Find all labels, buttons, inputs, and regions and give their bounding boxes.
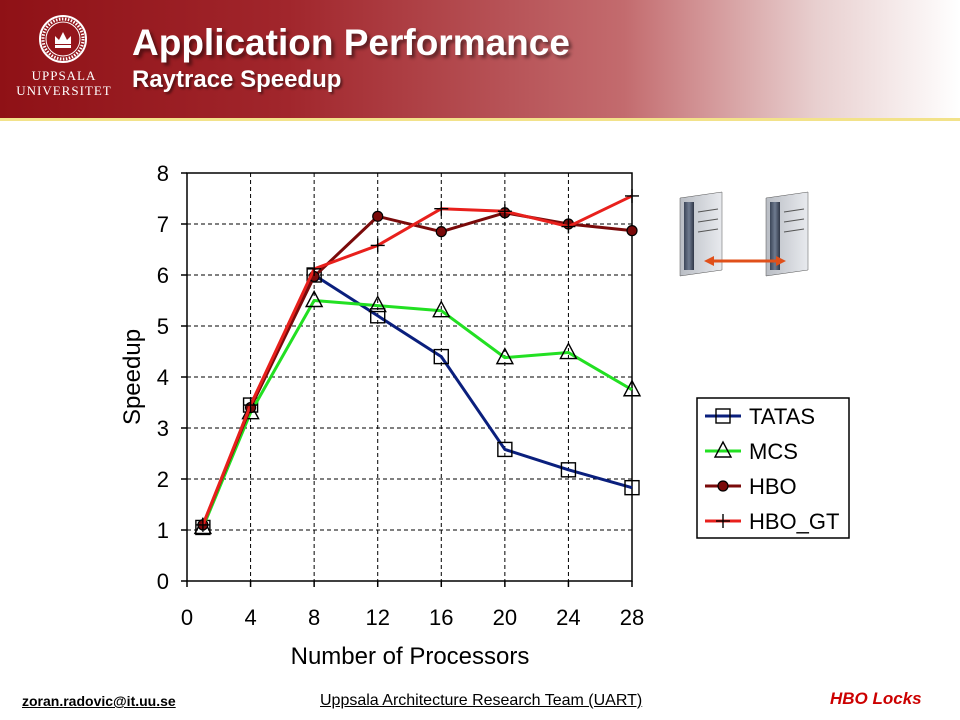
data-point-hbo-gt [497, 204, 512, 219]
data-point-hbo [372, 210, 384, 222]
x-tick-label: 0 [181, 605, 193, 630]
y-tick-label: 4 [157, 365, 169, 390]
series-line-tatas [201, 273, 633, 528]
x-tick-label: 8 [308, 605, 320, 630]
legend-label: HBO_GT [749, 509, 839, 534]
university-seal-icon [39, 15, 87, 63]
legend-marker [715, 408, 731, 424]
data-point-tatas [560, 462, 577, 478]
legend: TATAS MCS HBO HBO_GT [696, 397, 850, 539]
data-point-hbo-gt [307, 261, 322, 276]
data-point-mcs [495, 347, 515, 365]
legend-label: HBO [749, 474, 797, 499]
server-diagram: WF [679, 191, 809, 277]
x-tick-label: 28 [620, 605, 644, 630]
grid-lines [187, 173, 633, 581]
y-tick-label: 2 [157, 467, 169, 492]
series-line-mcs [201, 299, 633, 529]
data-point-mcs [559, 342, 578, 360]
y-tick-label: 3 [157, 416, 169, 441]
x-tick-label: 20 [493, 605, 517, 630]
university-logo-text: UPPSALA UNIVERSITET [8, 68, 120, 98]
legend-item-hbo-gt: HBO_GT [705, 509, 839, 534]
data-point-mcs [432, 300, 451, 318]
legend-item-mcs: MCS [705, 439, 798, 464]
series-line-hbo-gt [201, 194, 633, 526]
logo-line-2: UNIVERSITET [16, 83, 112, 98]
y-tick-label: 5 [157, 314, 169, 339]
data-point-hbo [626, 225, 638, 237]
x-tick-label: 4 [244, 605, 256, 630]
x-axis-title: Number of Processors [291, 643, 530, 670]
y-tick-label: 1 [157, 518, 169, 543]
legend-item-hbo: HBO [705, 474, 797, 499]
page-title: Application Performance [132, 22, 570, 63]
x-tick-label: 24 [556, 605, 580, 630]
wf-label: WF [730, 237, 756, 256]
legend-label: MCS [749, 439, 798, 464]
footer-email[interactable]: zoran.radovic@it.uu.se [22, 693, 176, 709]
footer-team: Uppsala Architecture Research Team (UART… [320, 692, 643, 709]
logo-line-1: UPPSALA [31, 68, 97, 83]
series-layer [193, 188, 642, 536]
data-point-mcs [304, 290, 324, 308]
data-point-hbo [435, 226, 447, 238]
data-point-mcs [622, 379, 642, 397]
legend-item-tatas: TATAS [705, 404, 815, 429]
data-point-hbo-gt [561, 219, 576, 234]
double-arrow-icon [704, 256, 786, 266]
data-point-mcs [368, 295, 387, 313]
legend-marker [716, 514, 730, 528]
legend-label: TATAS [749, 404, 815, 429]
y-tick-label: 7 [157, 212, 169, 237]
data-point-hbo-gt [625, 188, 639, 203]
data-point-tatas [370, 308, 386, 324]
legend-marker [713, 440, 733, 458]
y-axis-title: Speedup [119, 329, 146, 425]
header-banner [0, 0, 960, 118]
x-tick-label: 12 [365, 605, 389, 630]
y-tick-label: 6 [157, 263, 169, 288]
y-tick-label: 0 [157, 569, 169, 594]
page-subtitle: Raytrace Speedup [132, 66, 342, 93]
x-tick-label: 16 [429, 605, 453, 630]
y-tick-label: 8 [157, 161, 169, 186]
data-point-hbo-gt [370, 238, 385, 253]
data-point-tatas [497, 441, 513, 458]
header-divider [0, 118, 960, 121]
data-point-hbo-gt [195, 517, 210, 532]
data-point-hbo-gt [434, 201, 449, 216]
data-point-tatas [433, 348, 449, 365]
server-left-icon [679, 191, 723, 277]
legend-marker [717, 480, 729, 492]
data-point-hbo-gt [243, 398, 258, 413]
footer-topic: HBO Locks [830, 689, 922, 708]
server-right-icon [765, 191, 809, 277]
data-point-tatas [624, 479, 640, 496]
